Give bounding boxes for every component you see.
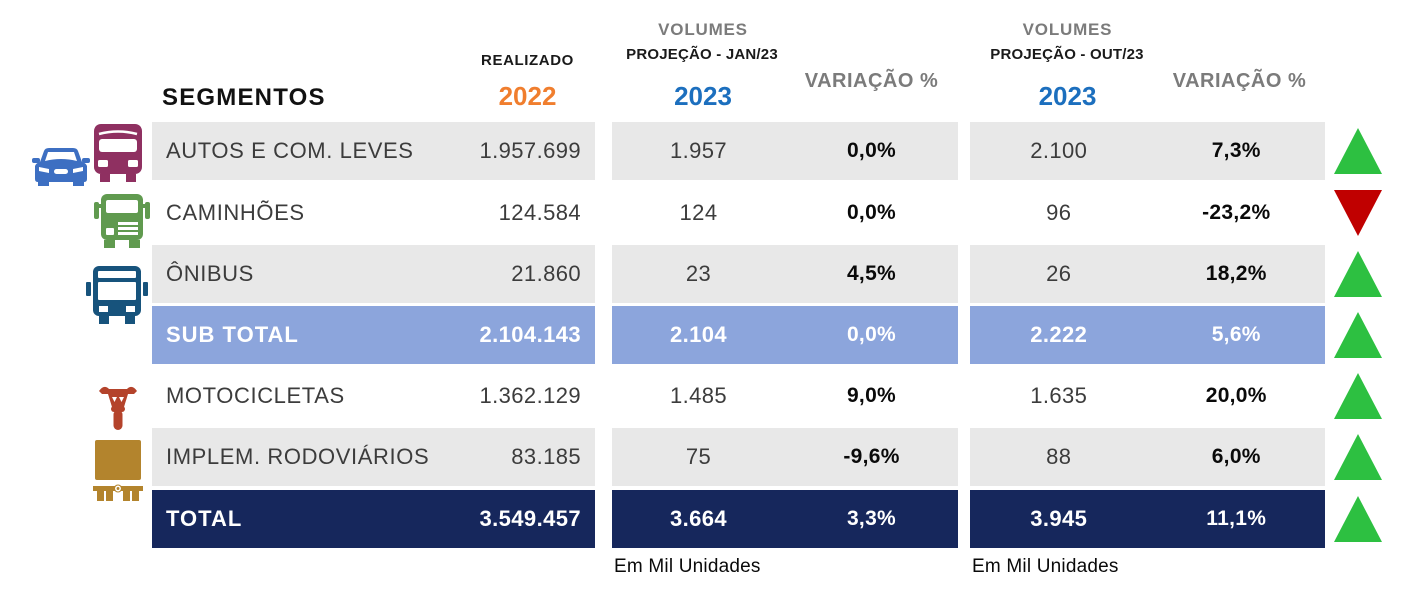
year-2022-header: 2022 [498,81,557,111]
row-motocicletas: MOTOCICLETAS 1.362.129 1.485 9,0% 1.635 20,… [0,367,1404,425]
out-volume-value: 26 [1046,261,1072,286]
realizado-header: REALIZADO [481,52,574,69]
jan-variacao-value: 9,0% [846,384,897,407]
trend-up-icon [1334,128,1382,174]
row-autos-com-leves: AUTOS E COM. LEVES 1.957.699 1.957 0,0% 2.… [0,122,1404,180]
trend-up-icon [1334,496,1382,542]
out-volume-value: 1.635 [1030,383,1088,408]
out-volume-value: 2.222 [1030,322,1088,347]
jan-variacao-value: 4,5% [846,262,897,285]
out-variacao-value: 11,1% [1206,507,1267,530]
out-variacao-value: -23,2% [1202,201,1271,224]
segments-column-header: SEGMENTOS [162,84,326,111]
out-volume-value: 88 [1046,444,1072,469]
trend-up-icon [1334,312,1382,358]
segment-label: ÔNIBUS [166,261,254,286]
jan-variacao-value: -9,6% [843,445,900,468]
jan-volume-value: 124 [679,200,718,225]
realizado-value: 1.362.129 [479,383,581,408]
year-2023-out-header: 2023 [1038,81,1097,111]
jan-variacao-value: 0,0% [846,201,897,224]
out-variacao-value: 5,6% [1211,323,1261,346]
out-variacao-value: 6,0% [1211,445,1261,468]
realizado-value: 83.185 [511,444,581,469]
projecao-out-header: PROJEÇÃO - OUT/23 [990,46,1144,63]
motorcycle-icon [99,386,137,430]
jan-variacao-value: 0,0% [846,139,897,162]
out-volume-value: 3.945 [1030,506,1088,531]
row-caminhoes: CAMINHÕES 124.584 124 0,0% 96 -23,2% [0,184,1404,242]
jan-volume-value: 1.485 [669,383,728,408]
van-icon [94,124,142,182]
row-subtotal: SUB TOTAL 2.104.143 2.104 0,0% 2.222 5,6% [0,306,1404,364]
realizado-value: 124.584 [498,200,581,225]
out-volume-value: 2.100 [1030,138,1088,163]
segment-label: TOTAL [166,506,243,531]
variacao-out-header: VARIAÇÃO % [1172,70,1307,92]
realizado-value: 3.549.457 [479,506,581,531]
volumes-out-header: VOLUMES [1022,20,1113,39]
segment-label: MOTOCICLETAS [166,383,345,408]
out-variacao-value: 18,2% [1205,262,1267,285]
segment-label: SUB TOTAL [166,322,299,347]
trend-up-icon [1334,434,1382,480]
trend-down-icon [1334,190,1382,236]
truck-icon [94,194,150,248]
bus-icon [86,266,148,324]
jan-volume-value: 1.957 [669,138,728,163]
segment-label: IMPLEM. RODOVIÁRIOS [166,444,430,469]
volumes-jan-header: VOLUMES [658,20,748,39]
row-onibus: ÔNIBUS 21.860 23 4,5% 26 18,2% [0,245,1404,303]
variacao-jan-header: VARIAÇÃO % [804,70,939,92]
jan-variacao-value: 3,3% [846,507,897,530]
segment-label: CAMINHÕES [166,200,305,225]
year-2023-jan-header: 2023 [674,81,732,111]
trend-up-icon [1334,373,1382,419]
footnote-jan: Em Mil Unidades [614,556,761,577]
out-variacao-value: 7,3% [1211,139,1261,162]
realizado-value: 21.860 [511,261,581,286]
jan-variacao-value: 0,0% [846,323,897,346]
row-total: TOTAL 3.549.457 3.664 3,3% 3.945 11,1% [0,490,1404,548]
trailer-icon [93,440,143,501]
projecao-jan-header: PROJEÇÃO - JAN/23 [626,46,778,63]
out-variacao-value: 20,0% [1205,384,1267,407]
jan-volume-value: 75 [685,444,712,469]
jan-volume-value: 2.104 [669,322,728,347]
jan-volume-value: 23 [685,261,712,286]
jan-volume-value: 3.664 [669,506,728,531]
realizado-value: 2.104.143 [479,322,581,347]
segment-label: AUTOS E COM. LEVES [166,138,414,163]
car-icon [32,148,90,186]
realizado-value: 1.957.699 [479,138,581,163]
out-volume-value: 96 [1046,200,1072,225]
footnote-out: Em Mil Unidades [972,556,1119,577]
trend-up-icon [1334,251,1382,297]
row-implem-rodoviarios: IMPLEM. RODOVIÁRIOS 83.185 75 -9,6% 88 6,0% [0,428,1404,486]
